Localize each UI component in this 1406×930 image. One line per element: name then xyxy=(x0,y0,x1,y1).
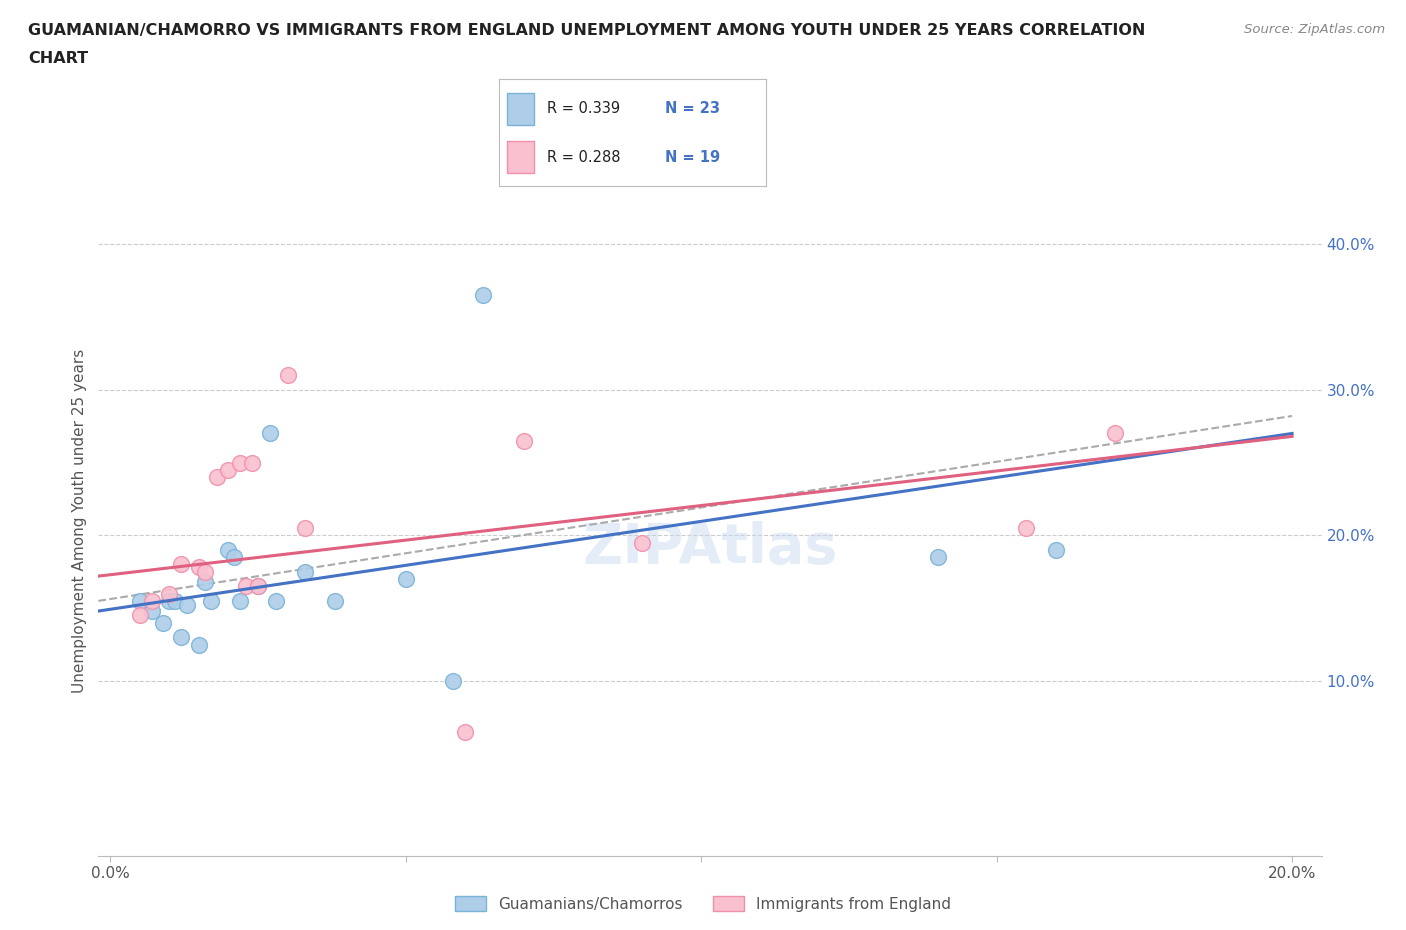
Point xyxy=(246,578,269,593)
Text: Source: ZipAtlas.com: Source: ZipAtlas.com xyxy=(1244,23,1385,36)
Legend: Guamanians/Chamorros, Immigrants from England: Guamanians/Chamorros, Immigrants from En… xyxy=(449,889,957,918)
Text: GUAMANIAN/CHAMORRO VS IMMIGRANTS FROM ENGLAND UNEMPLOYMENT AMONG YOUTH UNDER 25 : GUAMANIAN/CHAMORRO VS IMMIGRANTS FROM EN… xyxy=(28,23,1146,38)
Point xyxy=(294,565,316,579)
Point xyxy=(176,598,198,613)
Point xyxy=(264,593,287,608)
Point xyxy=(631,535,654,550)
Point xyxy=(240,455,263,470)
Bar xyxy=(508,141,534,173)
Point xyxy=(194,565,217,579)
Point xyxy=(187,637,209,652)
Point xyxy=(259,426,281,441)
Point xyxy=(128,608,150,623)
Point xyxy=(217,542,239,557)
Text: R = 0.339: R = 0.339 xyxy=(547,101,620,116)
Bar xyxy=(508,93,534,125)
Point xyxy=(157,586,180,601)
Point xyxy=(157,593,180,608)
Point xyxy=(294,521,316,536)
Text: N = 23: N = 23 xyxy=(665,101,720,116)
Point xyxy=(513,433,536,448)
Y-axis label: Unemployment Among Youth under 25 years: Unemployment Among Youth under 25 years xyxy=(72,349,87,693)
Point xyxy=(229,455,252,470)
Point xyxy=(441,673,464,688)
Point xyxy=(217,462,239,477)
Point xyxy=(1104,426,1126,441)
Point xyxy=(1015,521,1038,536)
Point xyxy=(165,593,187,608)
Point xyxy=(152,616,174,631)
Point xyxy=(141,604,163,618)
Point xyxy=(246,578,269,593)
Point xyxy=(128,593,150,608)
Point xyxy=(229,593,252,608)
Point xyxy=(141,593,163,608)
Point xyxy=(235,578,257,593)
Point xyxy=(224,550,246,565)
Point xyxy=(170,630,193,644)
Point xyxy=(187,560,209,575)
Point xyxy=(276,367,298,382)
Point xyxy=(395,572,418,587)
Text: N = 19: N = 19 xyxy=(665,150,720,165)
Point xyxy=(205,470,228,485)
Text: R = 0.288: R = 0.288 xyxy=(547,150,620,165)
Point xyxy=(200,593,222,608)
Point xyxy=(471,287,494,302)
Point xyxy=(927,550,949,565)
Point xyxy=(1045,542,1067,557)
Text: ZIPAtlas: ZIPAtlas xyxy=(582,521,838,575)
Point xyxy=(323,593,346,608)
Text: CHART: CHART xyxy=(28,51,89,66)
Point xyxy=(170,557,193,572)
Point xyxy=(454,724,477,739)
Point xyxy=(194,575,217,590)
